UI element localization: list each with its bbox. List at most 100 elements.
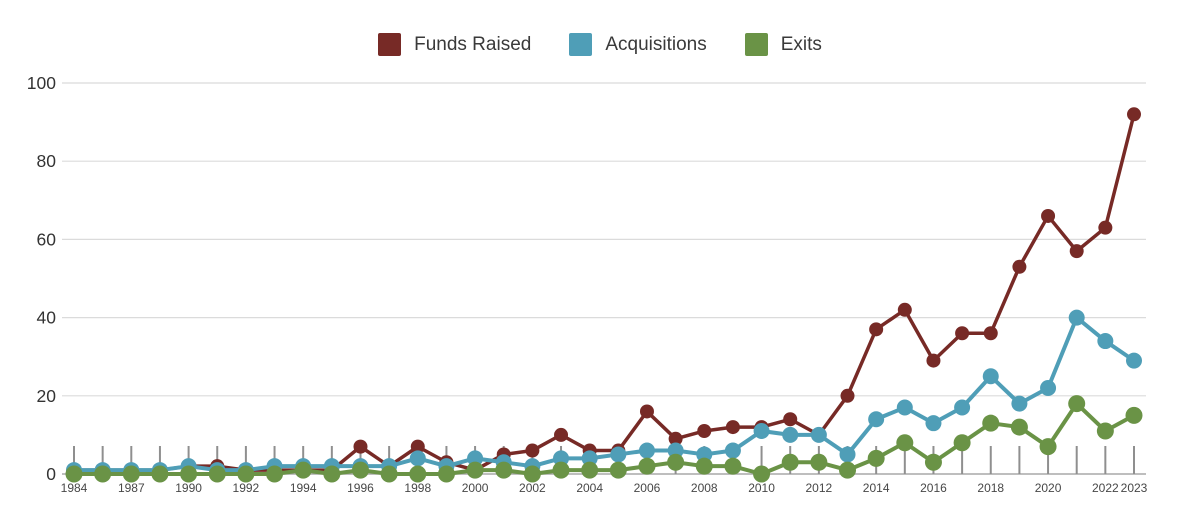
x-axis-label: 2018 <box>977 481 1004 495</box>
exits-point <box>896 434 914 452</box>
acquisitions-point <box>1040 379 1057 396</box>
exits-point <box>982 414 1000 432</box>
exits-point <box>1010 418 1028 436</box>
exits-point <box>839 461 857 479</box>
x-axis-label: 2006 <box>634 481 661 495</box>
exits-point <box>1096 422 1114 440</box>
x-axis-label: 2002 <box>519 481 546 495</box>
exits-line <box>74 401 1135 476</box>
x-axis-label: 1996 <box>347 481 374 495</box>
exits-point <box>180 465 198 483</box>
legend-swatch-exits <box>744 33 768 56</box>
funds-raised-point <box>410 439 425 454</box>
exits-point <box>351 461 369 479</box>
acquisitions-point <box>1011 395 1028 412</box>
legend-item-exits[interactable]: Exits <box>744 33 822 56</box>
acquisitions-point <box>925 415 942 432</box>
funds-raised-point <box>983 326 998 341</box>
funds-raised-point <box>697 423 712 438</box>
funds-raised-line <box>74 113 1136 472</box>
funds-raised-point <box>955 326 970 341</box>
exits-point <box>523 465 541 483</box>
funds-raised-point <box>1127 107 1141 122</box>
y-axis-label: 40 <box>37 308 57 328</box>
exits-point <box>208 465 226 483</box>
x-axis-label: 2023 <box>1121 481 1148 495</box>
legend-swatch-acquisitions <box>569 33 593 56</box>
exits-point <box>581 461 599 479</box>
funds-raised-point <box>353 439 368 454</box>
exits-point <box>495 461 513 479</box>
funds-raised-point <box>1012 259 1027 274</box>
legend-label-acquisitions: Acquisitions <box>605 33 707 55</box>
exits-point <box>667 453 685 471</box>
acquisitions-point <box>1068 309 1085 326</box>
funds-raised-point <box>926 353 941 368</box>
y-axis-label: 20 <box>37 386 57 406</box>
acquisitions-point <box>724 442 741 459</box>
acquisitions-point <box>553 450 570 467</box>
y-axis-label: 100 <box>27 73 56 93</box>
exits-point <box>409 465 427 483</box>
exits-point <box>323 465 341 483</box>
acquisitions-point <box>753 422 770 439</box>
acquisitions-point <box>982 368 999 385</box>
acquisitions-point <box>896 399 913 416</box>
x-axis-label: 2008 <box>691 481 718 495</box>
legend-swatch-funds-raised <box>378 33 402 56</box>
acquisitions-point <box>954 399 971 416</box>
exits-point <box>237 465 255 483</box>
y-axis-label: 0 <box>46 464 56 484</box>
legend-item-acquisitions[interactable]: Acquisitions <box>569 33 707 56</box>
funds-raised-point <box>897 302 912 317</box>
exits-point <box>695 457 713 475</box>
exits-point <box>151 465 169 483</box>
acquisitions-point <box>467 450 484 467</box>
x-axis-label: 2022 <box>1092 481 1119 495</box>
acquisitions-point <box>696 446 713 463</box>
exits-point <box>94 465 112 483</box>
funds-raised-point <box>725 420 740 435</box>
x-axis-label: 1994 <box>290 481 317 495</box>
exits-point <box>294 461 312 479</box>
exits-point <box>437 465 455 483</box>
exits-point <box>552 461 570 479</box>
exits-point <box>466 461 484 479</box>
x-axis-label: 1992 <box>233 481 260 495</box>
exits-point <box>724 457 742 475</box>
legend-label-exits: Exits <box>780 33 822 55</box>
x-axis-label: 2000 <box>462 481 489 495</box>
acquisitions-point <box>1126 352 1142 369</box>
exits-point <box>924 453 942 471</box>
x-axis-label: 1998 <box>404 481 431 495</box>
x-axis-label: 1990 <box>175 481 202 495</box>
acquisitions-point <box>782 426 799 443</box>
acquisitions-line <box>74 315 1136 473</box>
x-axis-label: 2020 <box>1035 481 1062 495</box>
exits-point <box>266 465 284 483</box>
exits-point <box>867 449 885 467</box>
exits-point <box>65 465 83 483</box>
legend-item-funds-raised[interactable]: Funds Raised <box>378 33 531 56</box>
x-axis-label: 1984 <box>61 481 88 495</box>
acquisitions-point <box>810 426 827 443</box>
y-axis-label: 80 <box>37 151 57 171</box>
exits-point <box>781 453 799 471</box>
y-axis-label: 60 <box>37 229 57 249</box>
funds-raised-point <box>639 404 654 419</box>
x-axis-label: 1987 <box>118 481 145 495</box>
acquisitions-point <box>868 411 885 428</box>
exits-point <box>953 434 971 452</box>
x-axis-label: 2010 <box>748 481 775 495</box>
exits-point <box>122 465 140 483</box>
x-axis-label: 2012 <box>806 481 833 495</box>
funds-raised-point <box>840 388 855 403</box>
funds-raised-point <box>1069 244 1084 259</box>
legend-label-funds-raised: Funds Raised <box>414 33 532 55</box>
acquisitions-point <box>667 442 684 459</box>
funds-raised-point <box>554 427 569 442</box>
exits-point <box>1068 395 1086 413</box>
funds-raised-point <box>783 412 798 427</box>
